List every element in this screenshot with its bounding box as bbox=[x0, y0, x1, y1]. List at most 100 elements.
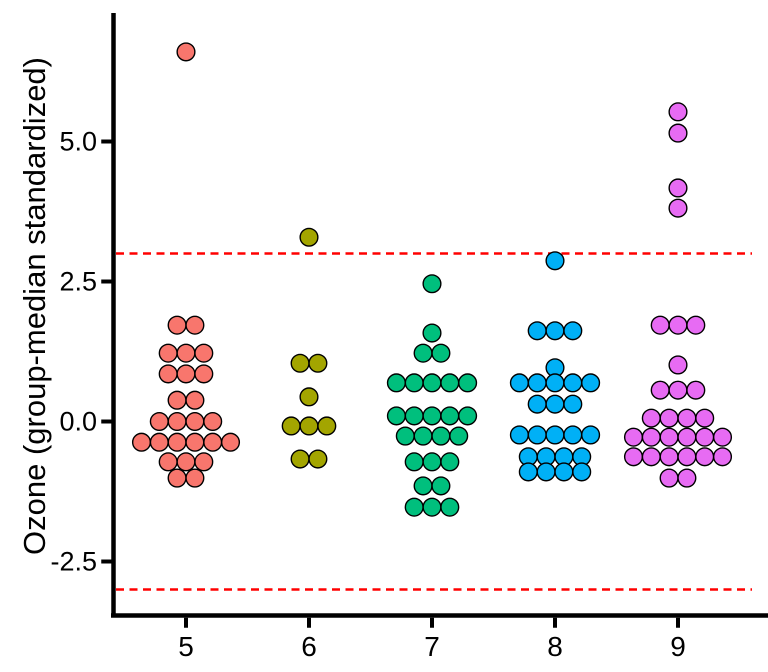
data-point-month-6 bbox=[299, 416, 319, 436]
data-point-month-7 bbox=[431, 426, 451, 446]
data-point-month-5 bbox=[176, 364, 196, 384]
data-point-month-6 bbox=[290, 353, 310, 373]
data-point-month-7 bbox=[458, 406, 478, 426]
data-point-month-5 bbox=[185, 411, 205, 432]
data-point-month-7 bbox=[386, 373, 406, 393]
data-point-month-9 bbox=[659, 468, 679, 488]
y-axis-title: Ozone (group-median standardized) bbox=[17, 57, 52, 555]
data-point-month-8 bbox=[581, 425, 601, 445]
data-point-month-8 bbox=[527, 321, 547, 341]
data-point-month-9 bbox=[659, 408, 679, 428]
data-point-month-7 bbox=[449, 426, 469, 446]
data-point-month-7 bbox=[440, 452, 460, 472]
data-point-month-5 bbox=[167, 468, 187, 488]
data-point-month-5 bbox=[131, 432, 152, 452]
data-point-month-6 bbox=[317, 416, 337, 436]
data-point-month-8 bbox=[563, 321, 583, 341]
data-point-month-7 bbox=[431, 476, 451, 496]
data-point-month-6 bbox=[299, 387, 319, 407]
data-point-month-8 bbox=[527, 373, 547, 393]
y-tick-label: 2.5 bbox=[59, 267, 97, 297]
y-tick-label: 5.0 bbox=[59, 127, 97, 157]
data-point-month-6 bbox=[290, 449, 310, 469]
data-point-month-8 bbox=[518, 462, 538, 482]
x-tick-label: 6 bbox=[301, 631, 317, 662]
data-point-month-7 bbox=[404, 497, 424, 517]
data-point-month-5 bbox=[185, 432, 205, 452]
data-point-month-9 bbox=[668, 123, 688, 143]
data-point-month-9 bbox=[623, 447, 644, 467]
data-point-month-5 bbox=[167, 315, 187, 335]
x-tick-label: 8 bbox=[547, 631, 563, 662]
data-point-month-7 bbox=[440, 497, 460, 517]
data-point-month-7 bbox=[422, 323, 442, 343]
data-point-month-9 bbox=[650, 380, 670, 400]
data-point-month-5 bbox=[158, 364, 178, 384]
data-point-month-7 bbox=[404, 406, 424, 426]
data-point-month-7 bbox=[440, 373, 460, 393]
data-point-month-8 bbox=[509, 425, 529, 445]
data-point-month-9 bbox=[695, 427, 715, 447]
y-tick-label: -2.5 bbox=[50, 547, 97, 577]
data-point-month-5 bbox=[176, 452, 196, 472]
data-point-month-7 bbox=[431, 343, 451, 363]
data-point-month-9 bbox=[641, 427, 661, 447]
data-point-month-9 bbox=[677, 427, 697, 447]
data-point-month-7 bbox=[422, 497, 442, 517]
data-point-month-5 bbox=[220, 432, 241, 452]
data-point-month-5 bbox=[194, 364, 214, 384]
data-point-month-6 bbox=[308, 353, 328, 373]
data-point-month-9 bbox=[641, 447, 661, 467]
data-point-month-9 bbox=[677, 408, 697, 428]
data-point-month-8 bbox=[545, 425, 565, 445]
data-point-month-5 bbox=[185, 390, 205, 410]
data-point-month-6 bbox=[299, 227, 319, 247]
data-point-month-9 bbox=[686, 315, 706, 335]
data-point-month-9 bbox=[668, 315, 688, 335]
data-point-month-8 bbox=[545, 321, 565, 341]
data-point-month-6 bbox=[281, 416, 301, 436]
data-point-month-8 bbox=[563, 425, 583, 445]
x-tick-label: 7 bbox=[424, 631, 440, 662]
data-point-month-8 bbox=[527, 394, 547, 414]
data-point-month-9 bbox=[623, 427, 644, 447]
data-point-month-5 bbox=[149, 411, 169, 432]
data-point-month-8 bbox=[509, 373, 529, 393]
data-point-month-5 bbox=[158, 343, 178, 363]
data-point-month-8 bbox=[563, 394, 583, 414]
y-tick-label: 0.0 bbox=[59, 407, 97, 437]
data-point-month-7 bbox=[404, 373, 424, 393]
data-point-month-9 bbox=[686, 380, 706, 400]
data-point-month-5 bbox=[158, 452, 178, 472]
data-point-month-9 bbox=[712, 427, 733, 447]
data-point-month-9 bbox=[695, 408, 715, 428]
data-point-month-7 bbox=[422, 406, 442, 426]
data-point-month-8 bbox=[581, 373, 601, 393]
data-point-month-9 bbox=[668, 178, 688, 198]
data-point-month-5 bbox=[176, 42, 196, 62]
data-point-month-9 bbox=[677, 447, 697, 467]
data-point-month-5 bbox=[194, 343, 214, 363]
data-point-month-9 bbox=[668, 380, 688, 400]
data-point-month-5 bbox=[203, 411, 223, 432]
x-tick-label: 9 bbox=[670, 631, 686, 662]
data-point-month-7 bbox=[413, 343, 433, 363]
data-point-month-9 bbox=[641, 408, 661, 428]
data-point-month-5 bbox=[167, 390, 187, 410]
data-point-month-9 bbox=[650, 315, 670, 335]
data-point-month-7 bbox=[422, 274, 442, 294]
data-point-month-7 bbox=[413, 426, 433, 446]
data-point-month-7 bbox=[386, 406, 406, 426]
data-point-month-5 bbox=[149, 432, 169, 452]
data-point-month-5 bbox=[194, 452, 214, 472]
x-tick-label: 5 bbox=[178, 631, 194, 662]
data-point-month-8 bbox=[563, 373, 583, 393]
data-point-month-7 bbox=[458, 373, 478, 393]
data-point-month-8 bbox=[536, 462, 556, 482]
data-point-month-8 bbox=[527, 425, 547, 445]
data-point-month-7 bbox=[422, 452, 442, 472]
data-point-month-7 bbox=[440, 406, 460, 426]
data-point-month-5 bbox=[185, 315, 205, 335]
data-point-month-9 bbox=[712, 447, 733, 467]
